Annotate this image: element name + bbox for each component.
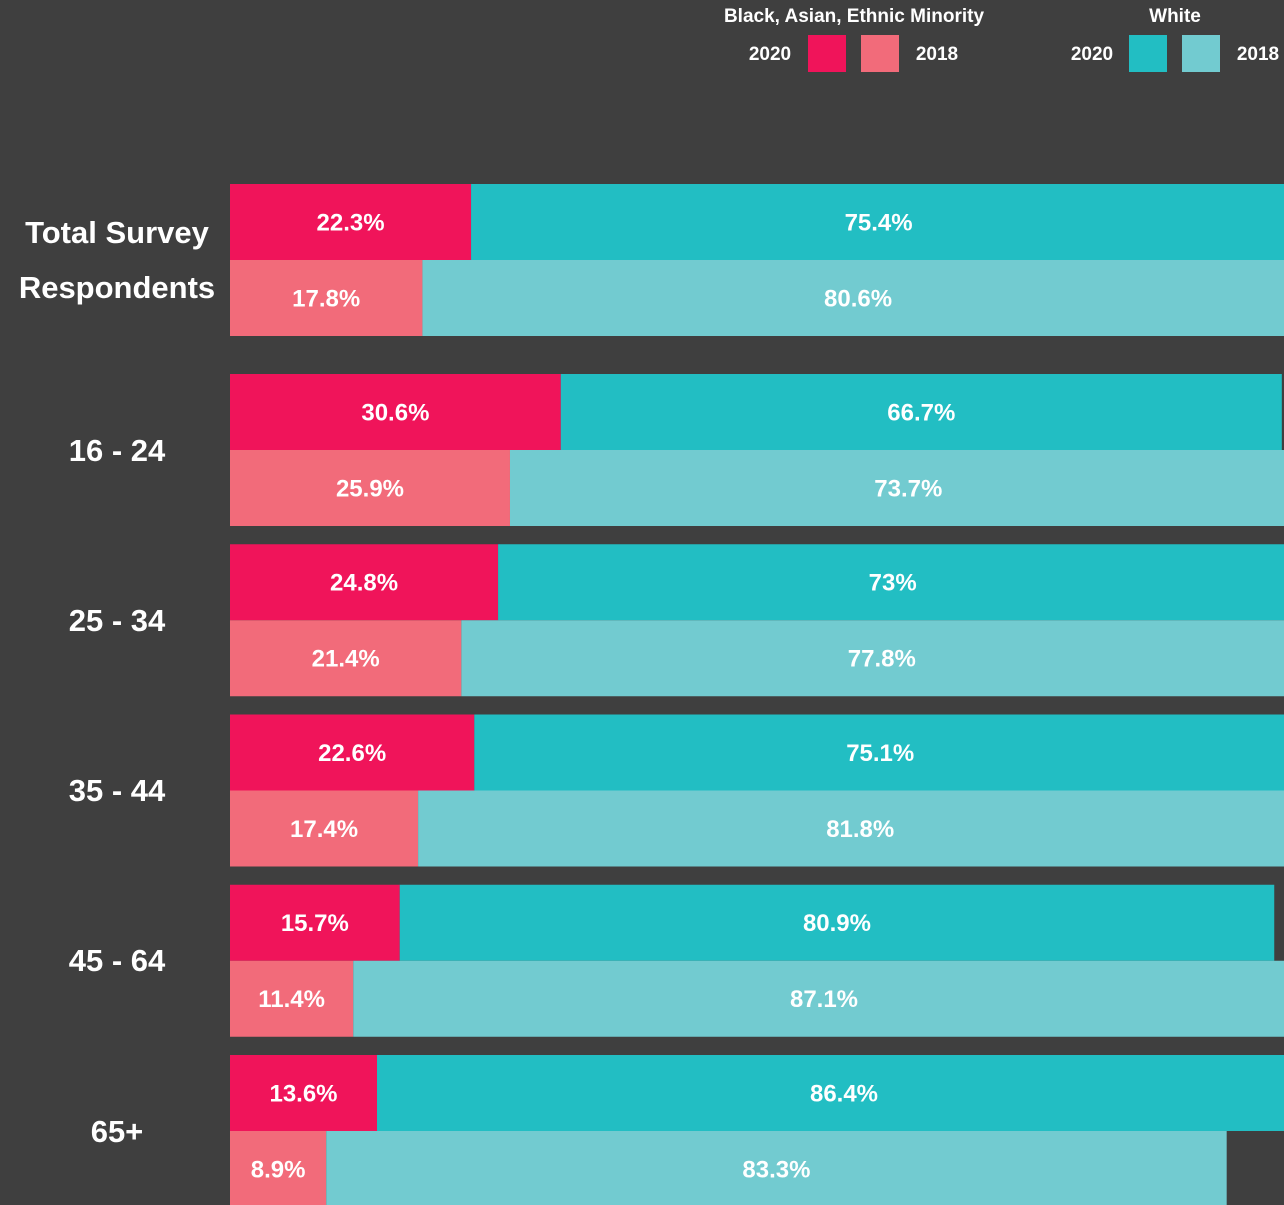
bar-segment — [230, 884, 400, 961]
category-label: 16 - 24 — [68, 432, 166, 468]
bar-segment — [230, 960, 354, 1037]
value-label: 22.6% — [318, 740, 386, 767]
bar-segment — [509, 450, 1284, 526]
category-label: Total Survey Respondents — [18, 215, 216, 305]
bar-segment — [560, 374, 1282, 450]
value-label: 21.4% — [312, 646, 380, 673]
legend-swatch — [1182, 35, 1220, 72]
legend-label: 2018 — [1237, 44, 1279, 65]
legend-group-title: Black, Asian, Ethnic Minority — [724, 6, 985, 27]
value-label: 77.8% — [848, 646, 916, 673]
bar-segment — [230, 790, 419, 867]
bar-segment — [230, 450, 510, 526]
value-label: 30.6% — [361, 399, 429, 426]
bar-segment — [230, 1131, 327, 1205]
bar-segment — [498, 544, 1284, 621]
value-label: 8.9% — [251, 1156, 306, 1183]
bar-segment — [230, 184, 472, 260]
value-label: 17.8% — [292, 285, 360, 312]
value-label: 81.8% — [826, 816, 894, 843]
value-label: 15.7% — [281, 910, 349, 937]
bar-segment — [422, 260, 1284, 336]
bar-segment — [474, 714, 1284, 791]
bar-segment — [230, 260, 423, 336]
category-label: 65+ — [90, 1113, 144, 1149]
legend-group-title: White — [1149, 6, 1201, 27]
value-label: 73% — [869, 570, 917, 597]
bar-segment — [230, 714, 475, 791]
legend-label: 2020 — [749, 44, 791, 65]
bar-segment — [471, 184, 1284, 260]
value-label: 83.3% — [742, 1156, 810, 1183]
value-label: 17.4% — [290, 816, 358, 843]
bar-segment — [230, 544, 499, 621]
value-label: 66.7% — [887, 399, 955, 426]
bar-segment — [377, 1055, 1284, 1131]
value-label: 11.4% — [258, 986, 325, 1013]
legend-swatch — [808, 35, 846, 72]
legend-label: 2020 — [1071, 44, 1113, 65]
value-label: 75.1% — [846, 740, 914, 767]
value-label: 13.6% — [269, 1080, 337, 1107]
legend-label: 2018 — [916, 44, 958, 65]
bar-segment — [461, 620, 1284, 697]
value-label: 87.1% — [790, 986, 858, 1013]
value-label: 22.3% — [317, 209, 385, 236]
category-label: 35 - 44 — [68, 773, 166, 808]
bar-segment — [353, 960, 1284, 1037]
category-label: 45 - 64 — [68, 943, 166, 979]
value-label: 80.9% — [803, 910, 871, 937]
value-label: 80.6% — [824, 285, 892, 312]
bar-segment — [418, 790, 1284, 867]
bar-segment — [230, 1055, 378, 1131]
bar-segment — [326, 1131, 1227, 1205]
value-label: 75.4% — [845, 209, 913, 236]
bar-segment — [230, 374, 561, 450]
value-label: 86.4% — [810, 1080, 878, 1107]
category-label: 25 - 34 — [68, 602, 166, 638]
bar-segment — [399, 884, 1275, 961]
value-label: 25.9% — [336, 475, 404, 502]
bar-segment — [230, 620, 462, 697]
legend-swatch — [1129, 35, 1167, 72]
value-label: 24.8% — [330, 570, 398, 597]
legend-swatch — [861, 35, 899, 72]
value-label: 73.7% — [874, 475, 942, 502]
